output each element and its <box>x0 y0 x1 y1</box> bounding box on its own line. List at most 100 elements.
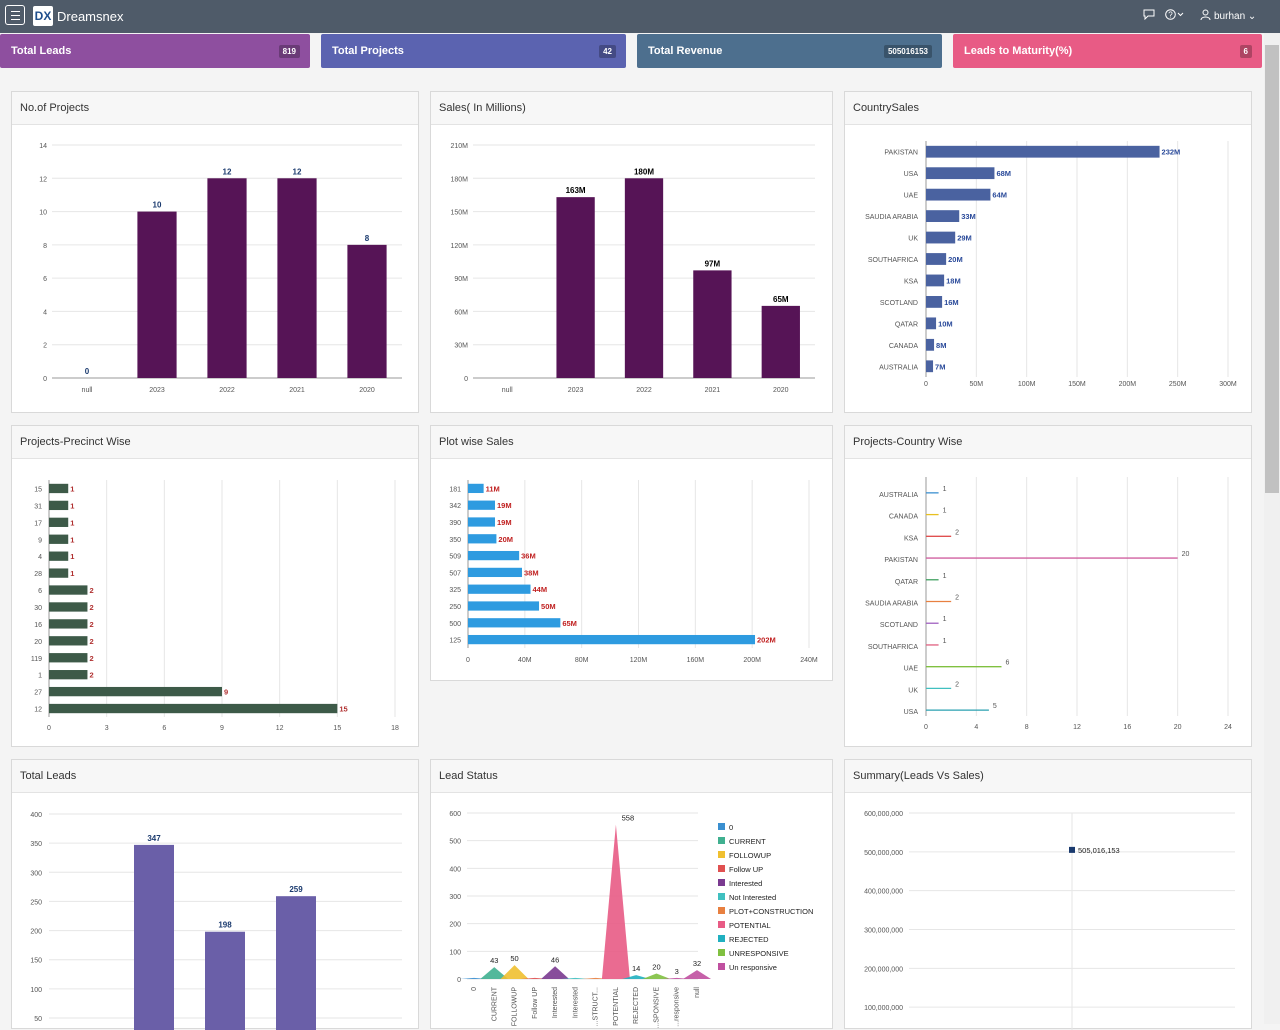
y-tick-label: 119 <box>31 656 42 663</box>
data-label: 38M <box>524 568 539 577</box>
data-label: 202M <box>757 636 776 645</box>
legend-label: 0 <box>729 823 733 832</box>
data-label: 3 <box>675 967 679 976</box>
kpi-card[interactable]: Leads to Maturity(%) 6 <box>953 34 1262 68</box>
data-label: 2 <box>955 529 959 536</box>
data-label: 2 <box>89 586 93 595</box>
x-tick-label: 300M <box>1219 381 1237 388</box>
y-tick-label: KSA <box>904 278 918 285</box>
y-tick-label: QATAR <box>895 579 918 586</box>
data-label: 8M <box>936 341 946 350</box>
bar <box>468 501 495 510</box>
data-label: 1 <box>943 616 947 623</box>
kpi-card[interactable]: Total Projects 42 <box>321 34 626 68</box>
legend-swatch <box>718 921 725 928</box>
bar <box>556 197 594 378</box>
y-tick-label: 28 <box>34 571 42 578</box>
x-tick-label: 16 <box>1123 724 1131 731</box>
y-tick-label: 210M <box>450 143 468 150</box>
bar <box>926 167 994 179</box>
x-tick-label: 50M <box>970 381 984 388</box>
data-label: 259 <box>289 885 303 894</box>
y-tick-label: 4 <box>38 554 42 561</box>
x-tick-label: REJECTED <box>633 987 640 1024</box>
bar <box>468 517 495 526</box>
legend-swatch <box>718 865 725 872</box>
y-tick-label: 400 <box>449 866 461 873</box>
y-tick-label: 20 <box>34 639 42 646</box>
panel-country-sales: CountrySales 0 50M 100M 150M 200M 250M 300M 232… <box>844 91 1252 413</box>
user-menu[interactable]: burhan ⌄ <box>1214 11 1256 22</box>
data-label: 558 <box>622 814 635 823</box>
bar <box>207 178 246 378</box>
area-peak <box>683 970 711 979</box>
y-tick-label: 200 <box>30 929 42 936</box>
x-tick-label: 24 <box>1224 724 1232 731</box>
menu-icon[interactable] <box>5 5 25 25</box>
x-tick-label: 120M <box>630 657 648 664</box>
x-tick-label: 9 <box>220 725 224 732</box>
app-logo[interactable]: DX <box>33 6 53 26</box>
bar <box>468 568 522 577</box>
panel-country-projects: Projects-Country Wise 0 4 8 12 16 20 24 1 AUSTRA… <box>844 425 1252 747</box>
data-label: 64M <box>992 191 1007 200</box>
y-tick-label: 12 <box>34 707 42 714</box>
y-tick-label: AUSTRALIA <box>879 492 918 499</box>
bar <box>49 602 87 611</box>
kpi-label: Total Projects <box>332 45 404 57</box>
data-label: 19M <box>497 518 512 527</box>
legend-label: Un responsive <box>729 963 777 972</box>
help-icon[interactable]: ? <box>1165 9 1185 23</box>
y-tick-label: 300 <box>449 894 461 901</box>
y-tick-label: USA <box>904 709 919 716</box>
x-tick-label: null <box>82 387 93 394</box>
kpi-label: Total Leads <box>11 45 71 57</box>
area-peak <box>541 966 569 979</box>
bar <box>49 518 68 527</box>
x-tick-label: 0 <box>466 657 470 664</box>
legend-swatch <box>718 879 725 886</box>
data-label: 36M <box>521 552 536 561</box>
kpi-label: Leads to Maturity(%) <box>964 45 1072 57</box>
country-projects-chart: 0 4 8 12 16 20 241AUSTRALIA1CANADA2KSA20PAKIST… <box>845 459 1251 746</box>
data-label: 97M <box>705 259 721 268</box>
data-label: 1 <box>943 638 947 645</box>
bar <box>468 601 539 610</box>
data-label: 5 <box>993 703 997 710</box>
x-tick-label: 150M <box>1068 381 1086 388</box>
y-tick-label: 300 <box>30 870 42 877</box>
chat-icon[interactable] <box>1143 9 1155 23</box>
data-label: 65M <box>562 619 577 628</box>
y-tick-label: 27 <box>34 690 42 697</box>
x-tick-label: 2020 <box>359 387 375 394</box>
y-tick-label: 509 <box>449 554 461 561</box>
x-tick-label: 6 <box>162 725 166 732</box>
data-label: 6 <box>1006 660 1010 667</box>
area-peak <box>602 825 630 979</box>
scrollbar-thumb[interactable] <box>1265 45 1279 493</box>
user-icon[interactable] <box>1200 9 1211 23</box>
bar <box>205 932 245 1030</box>
y-tick-label: 30 <box>34 605 42 612</box>
y-tick-label: UK <box>908 687 918 694</box>
bar <box>49 585 87 594</box>
projects-chart: 0 2 4 6 8 10 12 14 0 null 10 2023 12 2022 12 2021 8 2020 <box>12 125 418 412</box>
y-tick-label: 100 <box>30 987 42 994</box>
area-peak <box>501 965 529 979</box>
panel-title: Total Leads <box>12 760 418 793</box>
bar <box>49 619 87 628</box>
bar <box>49 484 68 493</box>
data-label: 20 <box>652 962 660 971</box>
legend-swatch <box>718 893 725 900</box>
x-tick-label: 0 <box>924 381 928 388</box>
data-label: 1 <box>943 508 947 515</box>
kpi-card[interactable]: Total Leads 819 <box>0 34 310 68</box>
kpi-value: 6 <box>1240 45 1252 58</box>
kpi-card[interactable]: Total Revenue 505016153 <box>637 34 942 68</box>
y-tick-label: 10 <box>39 210 47 217</box>
legend-swatch <box>718 963 725 970</box>
bar <box>49 653 87 662</box>
y-tick-label: 342 <box>449 503 461 510</box>
panel-precinct: Projects-Precinct Wise 0 3 6 9 12 15 18 1 15 1 31 1… <box>11 425 419 747</box>
